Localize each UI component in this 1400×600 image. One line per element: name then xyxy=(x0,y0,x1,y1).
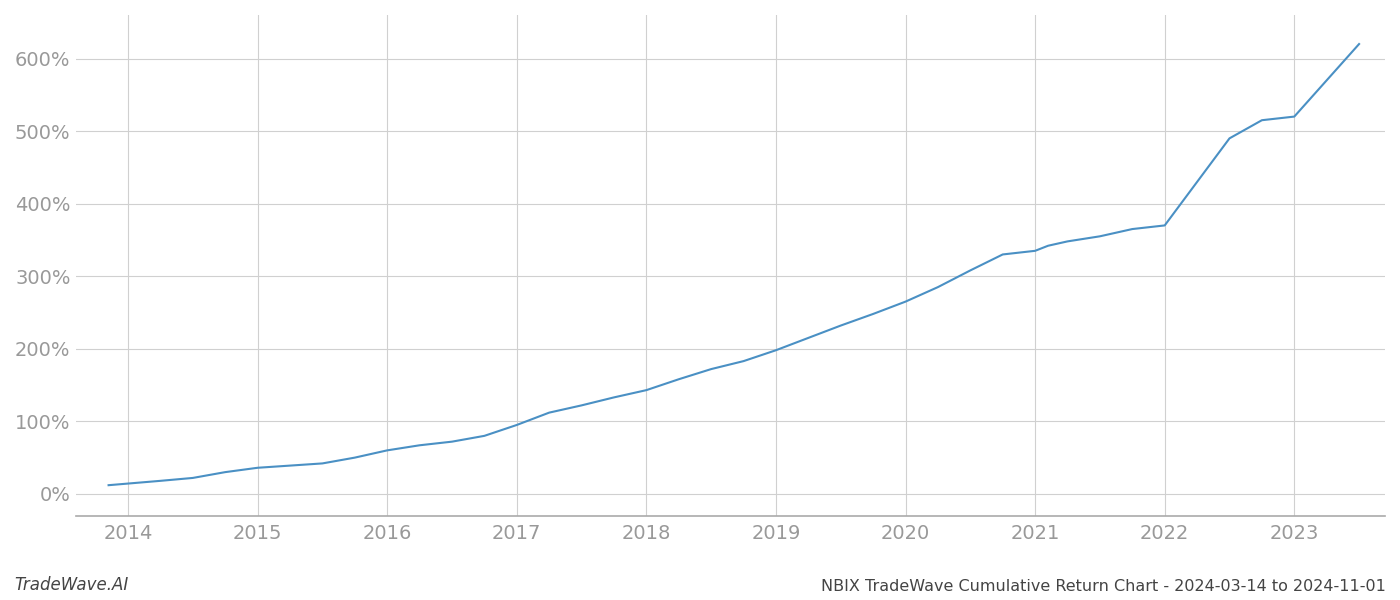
Text: NBIX TradeWave Cumulative Return Chart - 2024-03-14 to 2024-11-01: NBIX TradeWave Cumulative Return Chart -… xyxy=(822,579,1386,594)
Text: TradeWave.AI: TradeWave.AI xyxy=(14,576,129,594)
